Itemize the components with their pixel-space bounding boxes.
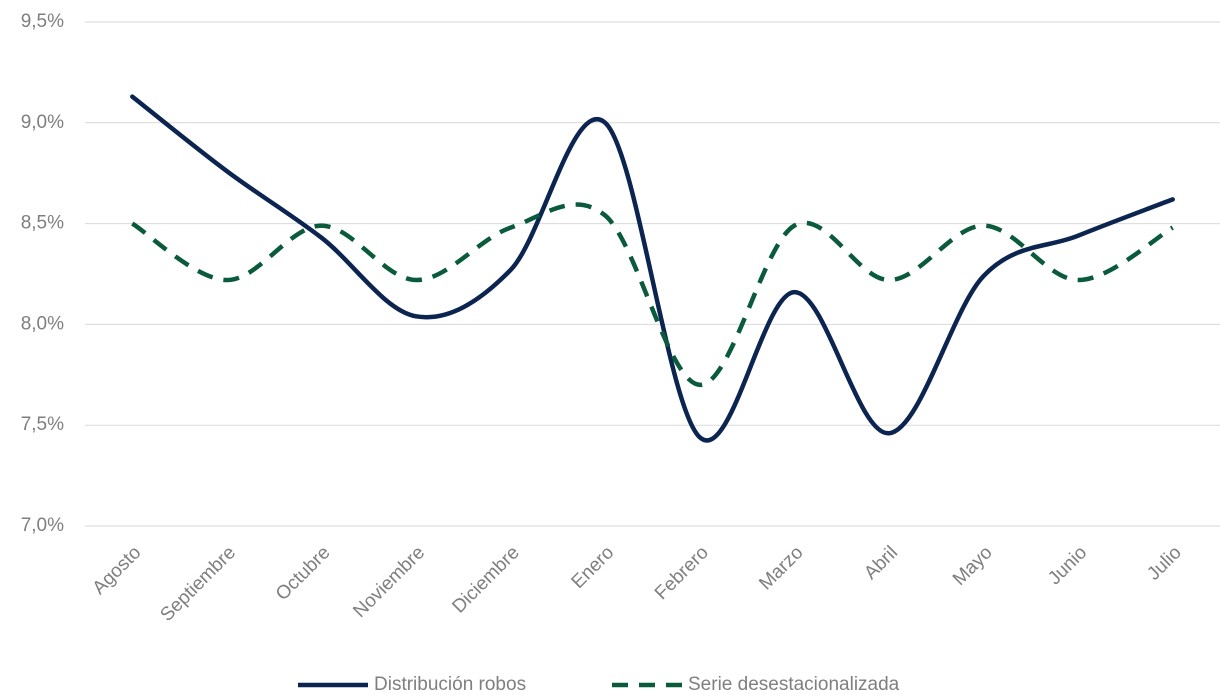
legend-label: Distribución robos bbox=[374, 674, 526, 695]
y-tick-label: 9,0% bbox=[21, 112, 64, 133]
x-tick-label: Julio bbox=[1143, 542, 1185, 584]
line-series bbox=[131, 202, 1174, 388]
y-tick-label: 9,5% bbox=[21, 11, 64, 32]
x-tick-label: Septiembre bbox=[156, 542, 240, 626]
x-tick-label: Agosto bbox=[89, 542, 146, 599]
legend-label: Serie desestacionalizada bbox=[688, 674, 900, 695]
x-tick-label: Octubre bbox=[272, 542, 335, 605]
y-tick-label: 8,0% bbox=[21, 313, 64, 334]
y-tick-label: 7,5% bbox=[21, 414, 64, 435]
y-tick-label: 7,0% bbox=[21, 515, 64, 536]
line-series bbox=[130, 94, 1175, 443]
x-tick-label: Mayo bbox=[949, 542, 997, 590]
y-tick-label: 8,5% bbox=[21, 213, 64, 234]
x-tick-label: Junio bbox=[1044, 542, 1091, 589]
x-tick-label: Enero bbox=[568, 542, 619, 593]
x-tick-label: Marzo bbox=[755, 542, 807, 594]
x-tick-label: Diciembre bbox=[448, 542, 523, 617]
x-tick-label: Febrero bbox=[651, 542, 713, 604]
x-tick-label: Abril bbox=[860, 542, 902, 584]
x-tick-label: Noviembre bbox=[349, 542, 429, 622]
